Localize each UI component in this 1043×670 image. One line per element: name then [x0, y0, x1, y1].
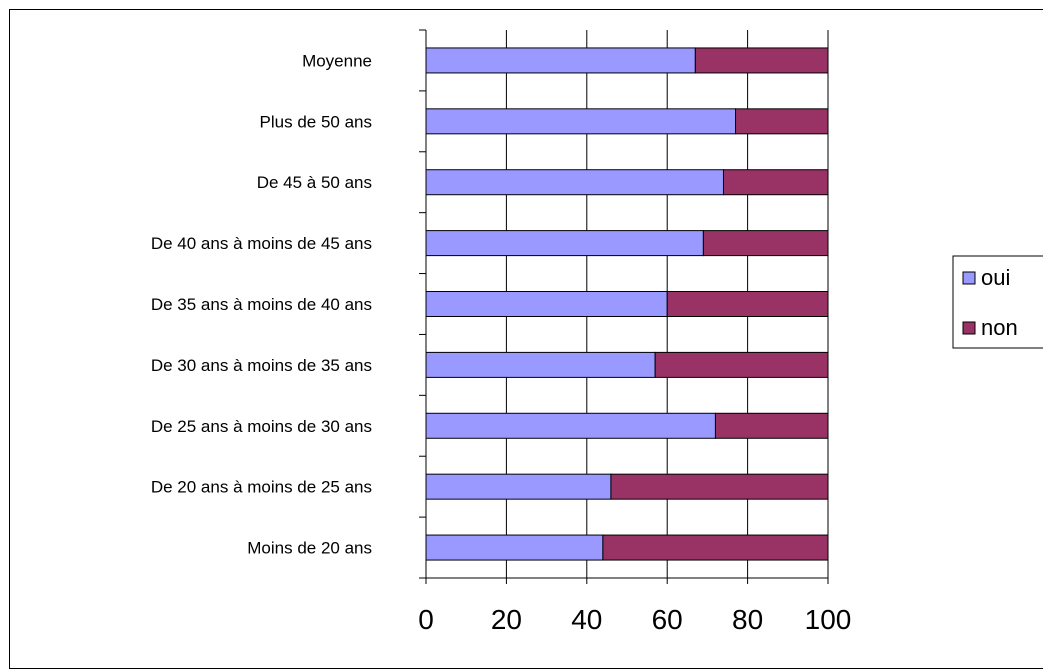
- bar-oui-7: [425, 473, 612, 500]
- x-tick-label: 80: [732, 604, 763, 635]
- bar-non-0: [694, 47, 829, 74]
- x-tick-labels: 0 20 40 60 80 100: [418, 604, 851, 635]
- chart-frame: Moyenne Plus de 50 ans De 45 à 50 ans De 40…: [9, 9, 1043, 669]
- category-label: De 20 ans à moins de 25 ans: [151, 478, 372, 497]
- x-tick-label: 0: [418, 604, 434, 635]
- category-label: Plus de 50 ans: [260, 112, 372, 131]
- legend-label-oui: oui: [981, 265, 1010, 290]
- bar-non-5: [654, 351, 829, 378]
- category-label: De 45 à 50 ans: [257, 173, 372, 192]
- bar-oui-8: [425, 534, 604, 561]
- bar-non-1: [735, 108, 829, 135]
- legend: oui non: [952, 255, 1043, 349]
- bar-non-2: [722, 169, 829, 196]
- bar-oui-6: [425, 412, 716, 439]
- category-label: De 25 ans à moins de 30 ans: [151, 417, 372, 436]
- x-tick-label: 20: [491, 604, 522, 635]
- bar-non-8: [602, 534, 829, 561]
- x-tick-label: 100: [805, 604, 852, 635]
- bar-oui-1: [425, 108, 737, 135]
- bar-non-3: [702, 230, 829, 257]
- category-label: De 30 ans à moins de 35 ans: [151, 356, 372, 375]
- bar-oui-3: [425, 230, 704, 257]
- x-tick-label: 40: [571, 604, 602, 635]
- x-tick-label: 60: [652, 604, 683, 635]
- category-labels: Moyenne Plus de 50 ans De 45 à 50 ans De 40…: [151, 51, 372, 557]
- category-label: Moins de 20 ans: [247, 539, 372, 558]
- bar-oui-5: [425, 351, 656, 378]
- category-label: De 40 ans à moins de 45 ans: [151, 234, 372, 253]
- bar-oui-2: [425, 169, 724, 196]
- axes: [419, 29, 829, 584]
- legend-swatch-non: [962, 321, 976, 335]
- bar-oui-0: [425, 47, 696, 74]
- bar-oui-4: [425, 291, 668, 317]
- legend-label-non: non: [981, 315, 1018, 340]
- bar-non-7: [610, 473, 829, 500]
- legend-swatch-oui: [962, 271, 976, 285]
- bar-non-4: [666, 291, 829, 317]
- bars: [425, 47, 829, 561]
- bar-chart: Moyenne Plus de 50 ans De 45 à 50 ans De 40…: [151, 29, 1043, 635]
- category-label: De 35 ans à moins de 40 ans: [151, 295, 372, 314]
- bar-non-6: [714, 412, 829, 439]
- category-label: Moyenne: [302, 51, 372, 70]
